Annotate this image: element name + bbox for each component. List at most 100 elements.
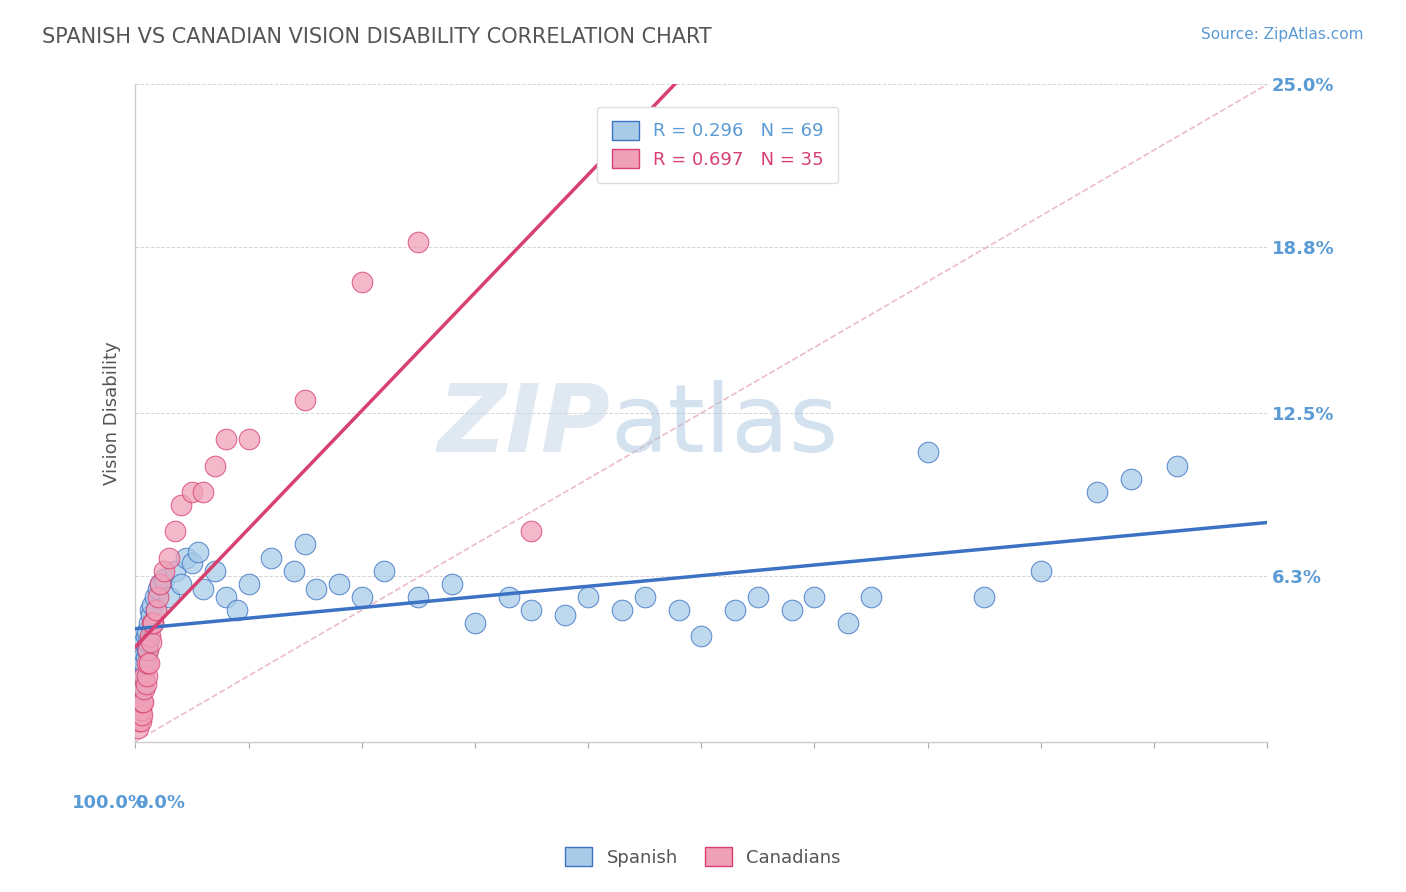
- Point: [187, 545, 209, 559]
- Point: [127, 722, 149, 736]
- Point: [131, 695, 153, 709]
- Point: [128, 708, 150, 723]
- Point: [139, 603, 162, 617]
- Point: [138, 616, 160, 631]
- Point: [917, 445, 939, 459]
- Point: [305, 582, 328, 596]
- Point: [464, 616, 486, 631]
- Point: [498, 590, 520, 604]
- Point: [747, 590, 769, 604]
- Point: [141, 598, 163, 612]
- Point: [134, 669, 156, 683]
- Text: 100.0%: 100.0%: [72, 794, 146, 813]
- Point: [146, 590, 169, 604]
- Point: [860, 590, 883, 604]
- Point: [132, 669, 155, 683]
- Point: [780, 603, 803, 617]
- Point: [129, 681, 152, 696]
- Point: [157, 550, 180, 565]
- Text: SPANISH VS CANADIAN VISION DISABILITY CORRELATION CHART: SPANISH VS CANADIAN VISION DISABILITY CO…: [42, 27, 711, 46]
- Point: [143, 590, 166, 604]
- Point: [238, 577, 260, 591]
- Point: [135, 650, 157, 665]
- Point: [128, 714, 150, 728]
- Point: [132, 650, 155, 665]
- Point: [973, 590, 995, 604]
- Point: [152, 572, 174, 586]
- Point: [139, 630, 162, 644]
- Point: [131, 656, 153, 670]
- Point: [132, 695, 155, 709]
- Point: [193, 484, 215, 499]
- Point: [128, 695, 150, 709]
- Point: [134, 656, 156, 670]
- Point: [215, 433, 238, 447]
- Point: [803, 590, 825, 604]
- Point: [141, 616, 163, 631]
- Point: [142, 616, 165, 631]
- Y-axis label: Vision Disability: Vision Disability: [104, 341, 121, 485]
- Point: [408, 235, 430, 249]
- Point: [135, 669, 157, 683]
- Point: [135, 642, 157, 657]
- Text: Source: ZipAtlas.com: Source: ZipAtlas.com: [1201, 27, 1364, 42]
- Point: [135, 630, 157, 644]
- Point: [128, 681, 150, 696]
- Point: [328, 577, 350, 591]
- Text: 0.0%: 0.0%: [135, 794, 186, 813]
- Point: [174, 550, 197, 565]
- Point: [163, 524, 186, 539]
- Point: [1085, 484, 1108, 499]
- Point: [142, 616, 165, 631]
- Point: [1166, 458, 1188, 473]
- Point: [141, 634, 163, 648]
- Point: [135, 656, 157, 670]
- Point: [128, 687, 150, 701]
- Text: ZIP: ZIP: [437, 380, 610, 472]
- Legend: Spanish, Canadians: Spanish, Canadians: [558, 840, 848, 874]
- Point: [1121, 472, 1143, 486]
- Point: [610, 603, 633, 617]
- Point: [260, 550, 283, 565]
- Point: [128, 669, 150, 683]
- Point: [163, 564, 186, 578]
- Point: [441, 577, 464, 591]
- Point: [408, 590, 430, 604]
- Legend: R = 0.296   N = 69, R = 0.697   N = 35: R = 0.296 N = 69, R = 0.697 N = 35: [598, 107, 838, 183]
- Point: [1029, 564, 1052, 578]
- Point: [350, 590, 373, 604]
- Point: [135, 624, 157, 639]
- Point: [690, 630, 713, 644]
- Point: [138, 656, 160, 670]
- Point: [837, 616, 859, 631]
- Point: [238, 433, 260, 447]
- Point: [152, 564, 174, 578]
- Point: [136, 634, 159, 648]
- Point: [134, 681, 156, 696]
- Point: [169, 577, 191, 591]
- Point: [149, 577, 172, 591]
- Point: [131, 708, 153, 723]
- Point: [554, 608, 576, 623]
- Point: [157, 590, 180, 604]
- Point: [141, 608, 163, 623]
- Point: [134, 634, 156, 648]
- Point: [145, 603, 167, 617]
- Point: [131, 677, 153, 691]
- Point: [129, 661, 152, 675]
- Point: [181, 484, 204, 499]
- Point: [146, 582, 169, 596]
- Point: [181, 556, 204, 570]
- Point: [136, 642, 159, 657]
- Point: [204, 458, 226, 473]
- Point: [576, 590, 599, 604]
- Point: [634, 590, 657, 604]
- Point: [215, 590, 238, 604]
- Point: [204, 564, 226, 578]
- Point: [149, 577, 172, 591]
- Point: [193, 582, 215, 596]
- Point: [668, 603, 690, 617]
- Point: [169, 498, 191, 512]
- Text: atlas: atlas: [610, 380, 839, 472]
- Point: [294, 392, 316, 407]
